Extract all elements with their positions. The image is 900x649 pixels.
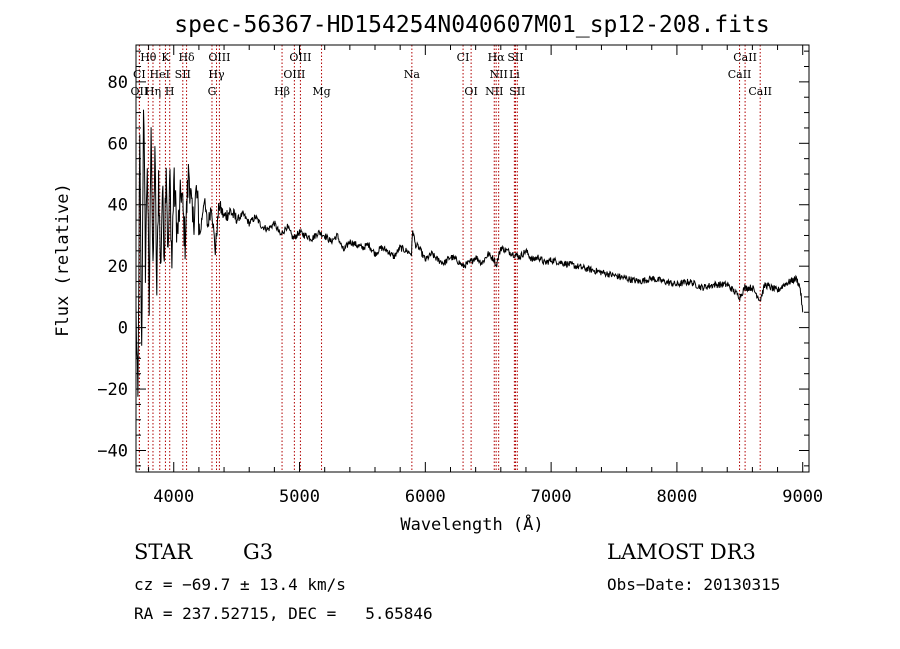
y-tick-label: 0 bbox=[118, 319, 128, 339]
x-axis-label: Wavelength (Å) bbox=[400, 513, 543, 535]
spectral-line-label: Mg bbox=[312, 85, 330, 98]
spectrum-chart: spec-56367-HD154254N040607M01_sp12-208.f… bbox=[53, 12, 823, 535]
y-tick-label: 40 bbox=[108, 196, 128, 216]
observation-date: Obs−Date: 20130315 bbox=[607, 575, 781, 594]
spectral-line-label: Hη bbox=[145, 85, 161, 98]
x-tick-label: 7000 bbox=[531, 487, 572, 507]
spectral-line-label: CI bbox=[457, 51, 470, 64]
spectral-line-label: OII bbox=[131, 85, 149, 98]
x-tick-label: 8000 bbox=[656, 487, 697, 507]
spectral-line-label: CaII bbox=[728, 68, 752, 81]
spectral-line-label: Hα bbox=[488, 51, 506, 64]
x-axis-ticks: 4000 5000 6000 7000 8000 9000 bbox=[148, 45, 823, 507]
spectral-line-label: CaII bbox=[748, 85, 772, 98]
spectral-line-label: SII bbox=[507, 51, 523, 64]
spectral-line-label: OIII bbox=[283, 68, 305, 81]
spectral-line-label: H bbox=[165, 85, 175, 98]
flux-series-line bbox=[135, 109, 804, 397]
y-tick-label: 80 bbox=[108, 73, 128, 93]
spectral-line-label: CaII bbox=[733, 51, 757, 64]
spectral-line-label: Li bbox=[509, 68, 520, 81]
object-class: STAR bbox=[134, 540, 193, 564]
plot-frame bbox=[135, 44, 810, 473]
spectral-line-label: NII bbox=[485, 85, 503, 98]
x-tick-label: 5000 bbox=[279, 487, 320, 507]
spectral-line-label: Hδ bbox=[178, 51, 195, 64]
redshift-cz: cz = −69.7 ± 13.4 km/s bbox=[134, 575, 346, 594]
spectral-line-label: Hγ bbox=[208, 68, 225, 81]
x-tick-label: 4000 bbox=[153, 487, 194, 507]
y-tick-label: 20 bbox=[108, 257, 128, 277]
spectral-line-label: Hβ bbox=[274, 85, 290, 98]
y-tick-label: −20 bbox=[97, 380, 128, 400]
spectral-line-label: CI bbox=[133, 68, 146, 81]
spectral-line-label: Hθ bbox=[140, 51, 157, 64]
y-tick-label: −40 bbox=[97, 441, 128, 461]
y-axis-label: Flux (relative) bbox=[53, 183, 73, 337]
chart-title: spec-56367-HD154254N040607M01_sp12-208.f… bbox=[174, 12, 769, 38]
spectral-line-label: K bbox=[161, 51, 170, 64]
spectral-line-label: OIII bbox=[289, 51, 311, 64]
survey-name: LAMOST DR3 bbox=[607, 540, 756, 564]
ra-dec: RA = 237.52715, DEC = 5.65846 bbox=[134, 604, 433, 623]
spectral-line-label: OIII bbox=[208, 51, 230, 64]
spectral-line-label: SII bbox=[509, 85, 525, 98]
spectral-line-label: SII bbox=[175, 68, 191, 81]
y-axis-ticks: −40 −20 0 20 40 60 80 bbox=[97, 50, 809, 467]
spectral-line-label: OI bbox=[464, 85, 477, 98]
y-tick-label: 60 bbox=[108, 134, 128, 154]
spectral-line-label: HeI bbox=[150, 68, 170, 81]
spectral-line-label: G bbox=[208, 85, 217, 98]
x-tick-label: 9000 bbox=[782, 487, 823, 507]
spectral-line-label: NII bbox=[490, 68, 508, 81]
spectral-line-label: Na bbox=[404, 68, 421, 81]
x-tick-label: 6000 bbox=[405, 487, 446, 507]
object-subclass: G3 bbox=[243, 540, 274, 564]
